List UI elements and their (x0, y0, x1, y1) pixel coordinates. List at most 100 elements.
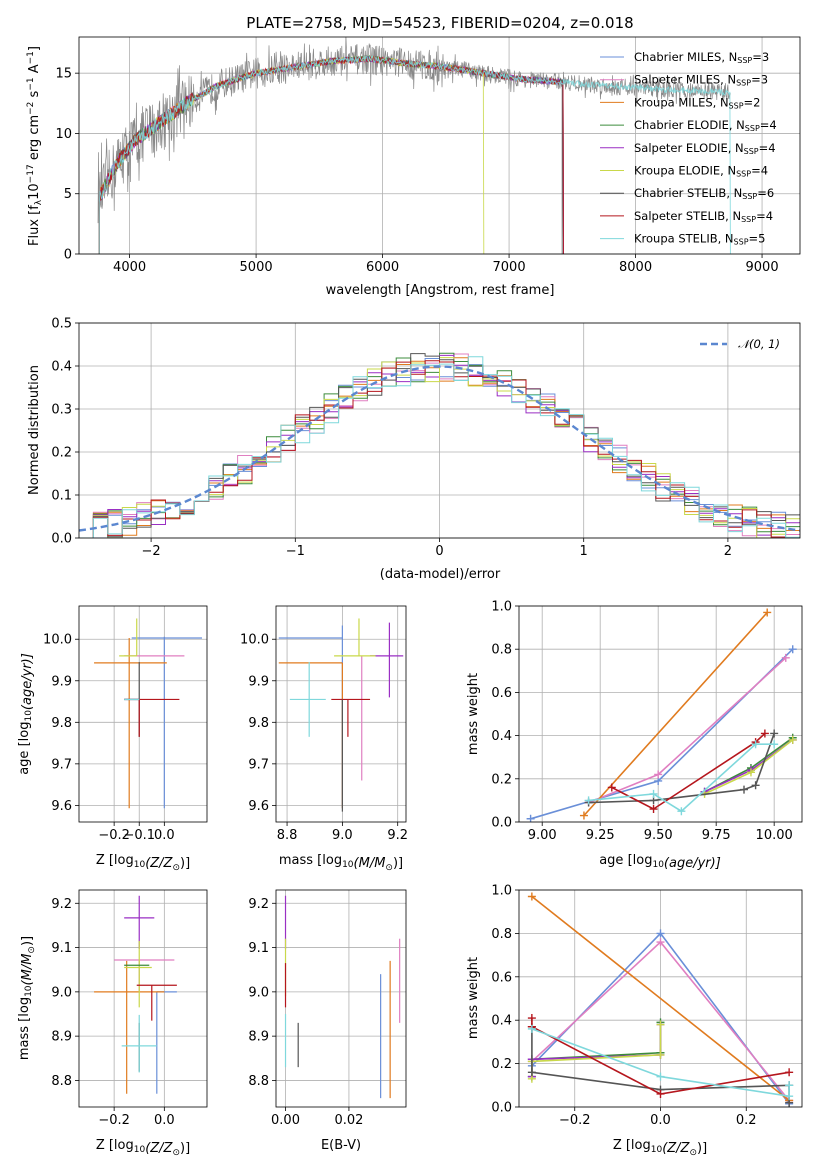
weight-point-marker (527, 892, 536, 901)
x-axis-label: Z [log10(Z/Z⊙)] (613, 1138, 707, 1158)
x-tick-label: 9.0 (332, 828, 353, 843)
x-tick-label: 0.2 (736, 1113, 757, 1128)
y-tick-label: 9.2 (248, 897, 269, 912)
model-spectrum (98, 55, 564, 254)
x-tick-label: 8000 (619, 260, 652, 275)
weight-point-marker (751, 781, 760, 790)
y-axis-label-part: −17 (26, 164, 36, 183)
x-axis-label-part: Z [log (96, 853, 134, 868)
y-axis-label-part: ] (27, 46, 42, 51)
y-axis-label-part: −1 (26, 51, 36, 64)
legend-label: Chabrier ELODIE, NSSP=4 (634, 118, 777, 133)
model-spectrum (98, 54, 564, 254)
weight-series-line (530, 648, 794, 820)
weight-point-marker (656, 938, 665, 947)
x-axis-label-part: Z [log (96, 1138, 134, 1153)
weight-point-marker (654, 770, 663, 779)
axes-frame (78, 889, 208, 1108)
x-tick-label: 0.0 (650, 1113, 671, 1128)
legend-label-part: SSP (744, 147, 759, 156)
axes-frame (78, 322, 801, 539)
weight-point-marker (770, 729, 779, 738)
weight-series-line (531, 1028, 790, 1098)
x-tick-label: 0.0 (154, 1113, 175, 1128)
y-axis-label-part: )] (20, 936, 35, 946)
weight-point-marker (527, 1068, 536, 1077)
weight-point-marker (579, 811, 588, 820)
x-tick-label: −0.2 (98, 828, 130, 843)
y-tick-label: 9.7 (248, 757, 269, 772)
weight-series-line (531, 1018, 790, 1095)
weight-point-marker (781, 653, 790, 662)
plot-area (94, 618, 202, 809)
weight-point-marker (656, 929, 665, 938)
y-axis-label: Flux [fλ10−17 erg cm−2 s−1 A−1] (26, 46, 44, 246)
legend-label: Salpeter ELODIE, NSSP=4 (634, 141, 776, 156)
weight-series-line (588, 657, 787, 804)
weight-point-marker (584, 796, 593, 805)
x-tick-label: −2 (142, 544, 161, 559)
weight-series-line (531, 895, 790, 1102)
x-tick-label: 9.2 (387, 828, 408, 843)
axes-frame (78, 36, 801, 255)
legend-label-part: SSP (741, 215, 756, 224)
y-tick-label: 9.9 (51, 674, 72, 689)
y-axis-label-part: A (27, 64, 42, 77)
x-tick-label: 2 (724, 544, 732, 559)
weight-point-marker (649, 789, 658, 798)
weight-point-marker (788, 645, 797, 654)
legend-label-part: =4 (759, 141, 776, 155)
x-axis-label: mass [log10(M/M⊙)] (279, 853, 403, 873)
weight-point-marker (656, 1072, 665, 1081)
weight-point-marker (607, 783, 616, 792)
axes-mass-vs-Z: −0.2 0.0 8.8 8.9 9.0 9.1 9.2 (51, 889, 208, 1128)
legend-label-part: =4 (756, 209, 773, 223)
legend-label: Chabrier MILES, NSSP=3 (634, 50, 769, 65)
legend-label-part: Kroupa ELODIE, N (634, 164, 736, 178)
x-tick-label: 9.00 (528, 828, 557, 843)
y-tick-label: 9.2 (51, 897, 72, 912)
axes-frame (275, 889, 407, 1108)
legend-label-part: =3 (752, 50, 769, 64)
x-tick-label: −0.2 (559, 1113, 591, 1128)
weight-point-marker (751, 740, 760, 749)
x-tick-label: 5000 (240, 260, 273, 275)
plot-area (97, 37, 731, 254)
legend-label: Kroupa MILES, NSSP=2 (634, 95, 760, 110)
y-tick-label: 0.4 (491, 729, 512, 744)
model-spectrum (98, 55, 563, 254)
x-tick-label: −0.1 (123, 828, 155, 843)
weight-point-marker (763, 608, 772, 617)
y-tick-label: 9.7 (51, 757, 72, 772)
x-axis-label-part: ⊙ (172, 863, 180, 873)
y-tick-label: 10.0 (240, 633, 269, 648)
y-tick-label: 0.4 (491, 1014, 512, 1029)
x-axis-label-part: )] (180, 856, 190, 871)
y-tick-label: 9.9 (248, 674, 269, 689)
plot-area (527, 892, 794, 1107)
legend-label-part: Chabrier STELIB, N (634, 186, 742, 200)
y-tick-label: 0 (64, 248, 72, 263)
y-axis-label: age [log10(age/yr)] (17, 653, 35, 775)
y-tick-label: 15 (55, 67, 72, 82)
weight-point-marker (526, 814, 535, 822)
y-tick-label: 0.0 (491, 1101, 512, 1116)
legend-label-part: SSP (742, 192, 757, 201)
axes-mass-vs-ebv: 0.00 0.02 8.8 8.9 9.0 9.1 9.2 (248, 889, 407, 1128)
y-tick-label: 9.8 (51, 716, 72, 731)
x-axis-label-part: ⊙ (689, 1148, 697, 1158)
legend-label-part: SSP (737, 56, 752, 65)
y-axis-label-part: (age/yr)] (20, 653, 35, 710)
y-axis-label-part: s (27, 90, 42, 101)
x-axis-label-part: Z [log (613, 1138, 651, 1153)
y-tick-label: 0.4 (51, 360, 72, 375)
x-tick-label: 0.0 (154, 828, 175, 843)
y-tick-label: 0.6 (491, 686, 512, 701)
x-axis-label-part: 10 (342, 860, 354, 870)
weight-point-marker (656, 1050, 665, 1059)
legend-label-part: =3 (751, 73, 768, 87)
legend-label-part: Salpeter ELODIE, N (634, 141, 744, 155)
x-tick-label: 9000 (746, 260, 779, 275)
legend-label-part: =4 (760, 118, 777, 132)
y-tick-label: 9.1 (248, 941, 269, 956)
